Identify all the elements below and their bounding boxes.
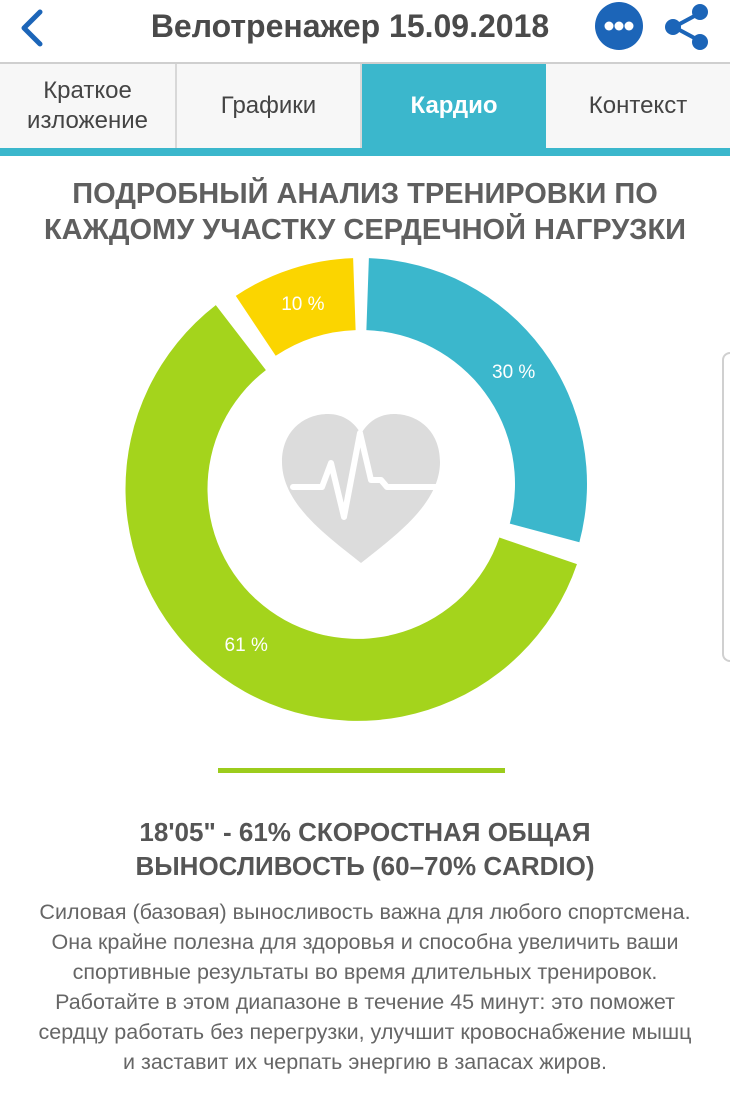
zone-divider [218, 768, 505, 773]
zone-description: Силовая (базовая) выносливость важна для… [38, 900, 692, 1074]
donut-chart-svg: 30 % 61 % 10 % [125, 258, 587, 721]
donut-slice-1[interactable] [125, 305, 577, 721]
heart-pulse-icon [282, 414, 441, 563]
tab-summary[interactable]: Краткое изложение [0, 64, 177, 148]
tab-label: Краткое изложение [27, 77, 148, 134]
share-icon [665, 4, 708, 50]
donut-slice-label: 61 % [225, 635, 268, 656]
more-options-button[interactable] [595, 2, 643, 50]
top-bar: Велотренажер 15.09.2018 [0, 0, 730, 62]
section-heading: ПОДРОБНЫЙ АНАЛИЗ ТРЕНИРОВКИ ПО КАЖДОМУ У… [43, 178, 687, 246]
zone-title: 18'05" - 61% СКОРОСТНАЯ ОБЩАЯ ВЫНОСЛИВОС… [135, 817, 595, 881]
share-button[interactable] [660, 2, 714, 52]
tab-label: Контекст [588, 92, 688, 119]
chevron-left-icon [21, 9, 43, 47]
tab-bar: Краткое изложение Графики Кардио Контекс… [0, 62, 730, 148]
tab-label: Кардио [410, 92, 498, 119]
tab-charts[interactable]: Графики [177, 64, 362, 148]
tab-context[interactable]: Контекст [546, 64, 730, 148]
page-title: Велотренажер 15.09.2018 [150, 8, 550, 44]
back-button[interactable] [12, 6, 56, 50]
tab-label: Графики [220, 92, 317, 119]
heart-zone-donut-chart: 30 % 61 % 10 % [0, 240, 730, 740]
donut-slice-0[interactable] [366, 258, 587, 543]
donut-slice-2[interactable] [235, 258, 356, 356]
more-horizontal-icon [604, 21, 634, 31]
edge-panel-handle[interactable] [722, 352, 730, 662]
tab-underline [0, 148, 730, 156]
tab-cardio[interactable]: Кардио [362, 64, 546, 148]
donut-slice-label: 30 % [492, 362, 535, 383]
donut-slice-label: 10 % [281, 294, 324, 315]
